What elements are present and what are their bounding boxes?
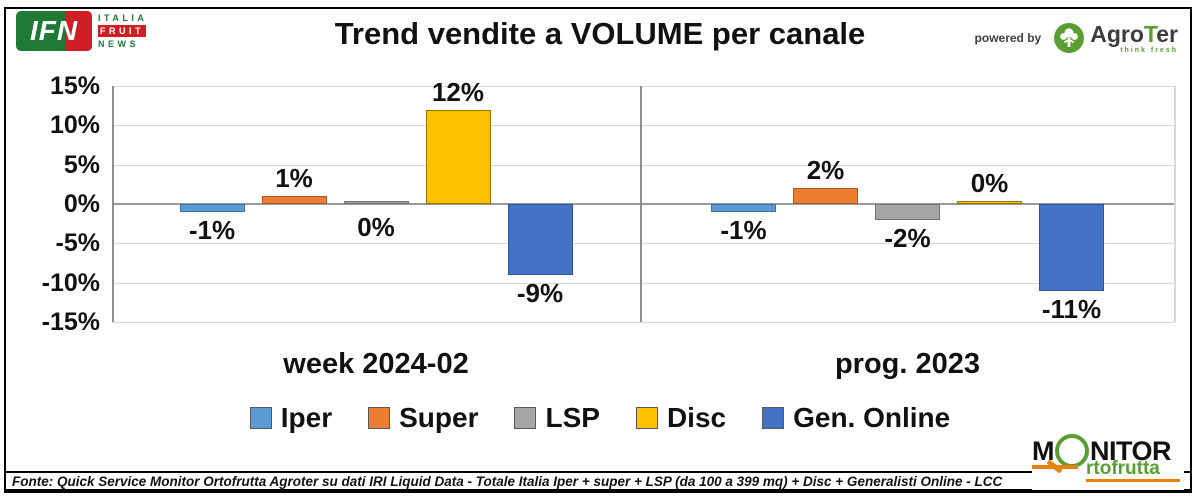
gridline — [112, 203, 1175, 205]
bar-lsp-prog-2023 — [875, 204, 940, 220]
agroter-logo: AgroTer think fresh — [1053, 22, 1178, 54]
bar-value-label: -1% — [720, 214, 767, 245]
y-axis: 15% 10% 5% 0% -5% -10% -15% — [0, 72, 100, 336]
bar-value-label: 2% — [806, 155, 845, 186]
ifn-logo: IFN ITALIA FRUIT NEWS — [16, 11, 147, 51]
bar-gen-online-week-2024-02 — [507, 204, 573, 275]
footer-divider — [4, 471, 1192, 473]
legend-label: Iper — [280, 402, 333, 433]
y-tick-label: -10% — [41, 268, 100, 297]
ifn-logo-badge: IFN — [16, 11, 92, 51]
magnifier-icon — [1055, 434, 1089, 468]
agroter-tree-icon — [1054, 23, 1085, 53]
y-tick-label: 10% — [49, 111, 100, 140]
y-tick-label: 0% — [63, 190, 100, 218]
legend-swatch-icon — [249, 407, 272, 429]
legend-item-gen-online: Gen. Online — [762, 402, 950, 434]
chart-title: Trend vendite a VOLUME per canale — [334, 16, 866, 51]
legend: Iper Super LSP Disc Gen. Online — [0, 402, 1200, 434]
agroter-name: AgroTer — [1090, 20, 1178, 47]
category-label-week: week 2024-02 — [283, 348, 469, 380]
bar-super-week-2024-02 — [261, 196, 327, 204]
axis-left — [112, 86, 114, 322]
bar-value-label: -9% — [516, 277, 564, 308]
legend-item-disc: Disc — [635, 402, 727, 434]
gridline — [112, 86, 1175, 87]
bar-value-label: -2% — [884, 222, 931, 253]
plot-area: -1% -1% 1% 2% 0% -2% 12% 0% -9% -11% — [112, 77, 1176, 324]
bar-disc-week-2024-02 — [425, 109, 491, 204]
bar-value-label: -1% — [188, 214, 236, 245]
legend-label: LSP — [545, 402, 600, 433]
category-label-prog: prog. 2023 — [834, 348, 981, 380]
bar-value-label: -11% — [1041, 293, 1102, 324]
legend-swatch-icon — [514, 407, 537, 429]
powered-by-label: powered by — [974, 31, 1042, 45]
monitor-orange-dash — [1032, 465, 1078, 469]
y-tick-label: 15% — [49, 72, 100, 100]
ifn-logo-wordmark: ITALIA FRUIT NEWS — [98, 13, 147, 49]
bar-disc-prog-2023 — [957, 201, 1022, 204]
legend-label: Disc — [666, 402, 727, 433]
bar-lsp-week-2024-02 — [343, 201, 409, 204]
gridline — [112, 125, 1175, 127]
ifn-word-news: NEWS — [98, 39, 139, 49]
monitor-ortofrutta-word: rtofrutta — [1086, 458, 1160, 479]
y-tick-label: -15% — [41, 308, 100, 336]
axis-right — [1174, 86, 1176, 322]
legend-item-iper: Iper — [249, 402, 333, 434]
bar-super-prog-2023 — [793, 188, 858, 204]
gridline — [112, 243, 1175, 245]
legend-item-super: Super — [368, 402, 478, 434]
monitor-orange-underline — [1086, 479, 1180, 482]
bar-gen-online-prog-2023 — [1039, 204, 1104, 291]
ifn-word-italia: ITALIA — [98, 13, 148, 23]
gridline — [112, 164, 1175, 166]
bar-iper-prog-2023 — [711, 204, 776, 212]
powered-by-block: powered by AgroTer think fresh — [975, 22, 1178, 54]
monitor-wordmark: M NITOR — [1032, 434, 1172, 468]
agroter-tagline: think fresh — [1120, 46, 1178, 54]
monitor-ortofrutta-logo: M NITOR rtofrutta — [1032, 434, 1184, 490]
bar-value-label: 0% — [970, 168, 1009, 198]
bar-value-label: 1% — [275, 163, 313, 194]
panel-divider — [640, 86, 642, 322]
ifn-logo-red-block — [65, 11, 92, 51]
ifn-logo-acronym: IFN — [29, 15, 79, 46]
bar-iper-week-2024-02 — [179, 204, 245, 212]
gridline — [112, 282, 1175, 284]
bar-value-label: 12% — [431, 76, 485, 107]
y-tick-label: 5% — [63, 150, 100, 179]
bar-value-label: 0% — [357, 212, 395, 242]
legend-swatch-icon — [635, 407, 658, 429]
legend-swatch-icon — [368, 407, 391, 429]
legend-label: Gen. Online — [793, 402, 951, 433]
gridline — [112, 322, 1175, 323]
legend-label: Super — [399, 402, 479, 433]
legend-item-lsp: LSP — [514, 402, 600, 434]
source-note: Fonte: Quick Service Monitor Ortofrutta … — [12, 474, 1003, 489]
legend-swatch-icon — [762, 407, 785, 429]
y-tick-label: -5% — [55, 229, 100, 258]
ifn-word-fruit: FRUIT — [98, 25, 146, 37]
